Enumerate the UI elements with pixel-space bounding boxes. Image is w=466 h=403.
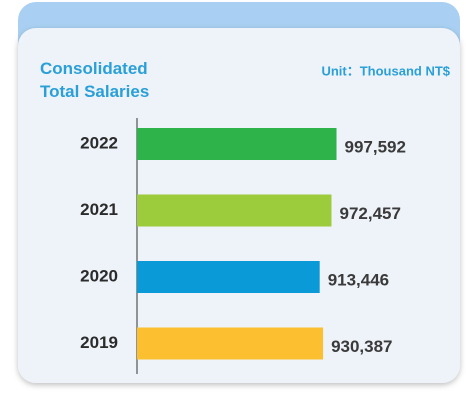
title-line: Consolidated bbox=[40, 59, 148, 78]
bar bbox=[137, 128, 337, 160]
data-label: 913,446 bbox=[328, 270, 389, 289]
title-line: Total Salaries bbox=[40, 82, 149, 101]
y-tick-label: 2020 bbox=[80, 266, 118, 285]
bar bbox=[137, 261, 320, 293]
data-label: 997,592 bbox=[345, 137, 406, 156]
y-tick-label: 2022 bbox=[80, 133, 118, 152]
chart-title: Consolidated Total Salaries bbox=[40, 59, 149, 101]
data-label: 972,457 bbox=[339, 204, 400, 223]
y-tick-label: 2019 bbox=[80, 333, 118, 352]
y-tick-label: 2021 bbox=[80, 200, 118, 219]
bar bbox=[137, 194, 332, 227]
unit-label: Unit：Thousand NT$ bbox=[321, 63, 450, 78]
data-label: 930,387 bbox=[331, 337, 392, 356]
bar bbox=[137, 327, 324, 360]
